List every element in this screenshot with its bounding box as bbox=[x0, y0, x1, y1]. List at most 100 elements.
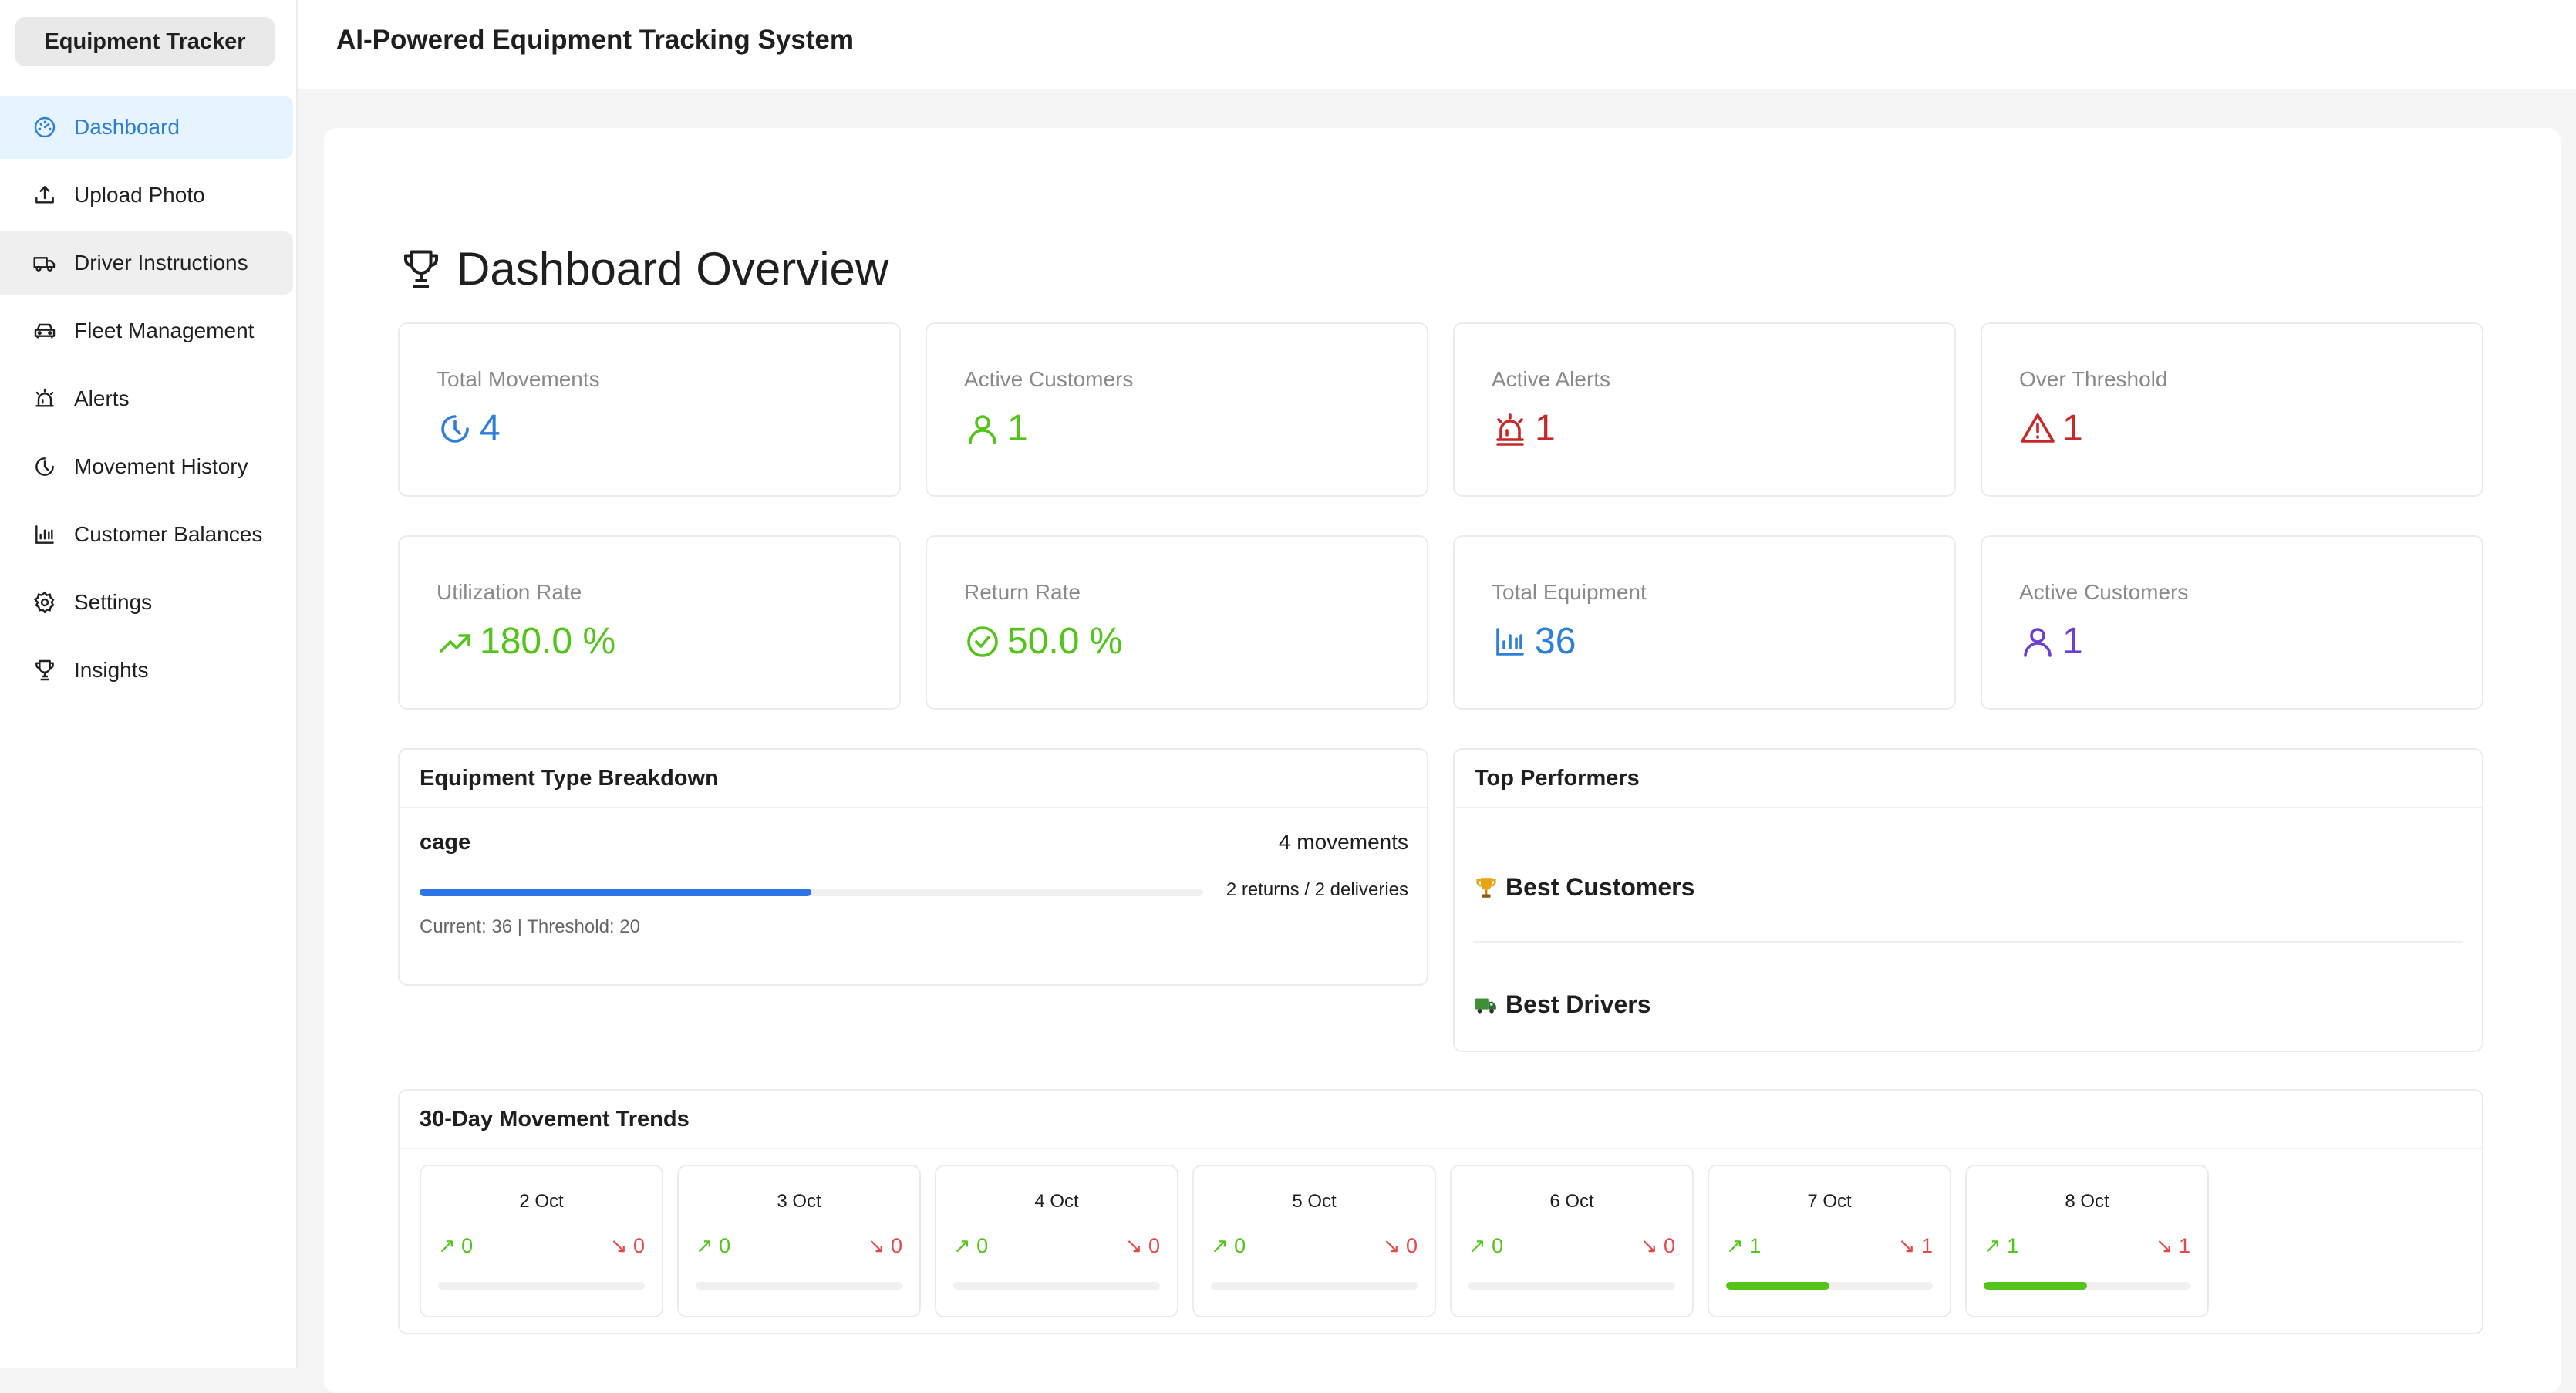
sidebar-item-alerts[interactable]: Alerts bbox=[0, 367, 293, 430]
trend-deliveries: ↗ 0 bbox=[953, 1234, 988, 1258]
divider bbox=[1473, 941, 2463, 943]
sidebar-item-driver-instructions[interactable]: Driver Instructions bbox=[0, 231, 293, 295]
sidebar-item-dashboard[interactable]: Dashboard bbox=[0, 96, 293, 159]
trend-returns: ↘ 1 bbox=[2156, 1234, 2190, 1258]
trend-up-count: 0 bbox=[461, 1234, 474, 1257]
stat-number: 1 bbox=[2062, 408, 2083, 449]
trend-returns: ↘ 0 bbox=[1383, 1234, 1418, 1258]
arrow-down-right-icon: ↘ bbox=[867, 1234, 885, 1257]
stat-card-total-equipment: Total Equipment 36 bbox=[1453, 535, 1956, 710]
stat-label: Active Customers bbox=[2019, 580, 2189, 604]
trend-returns: ↘ 0 bbox=[1640, 1234, 1675, 1258]
panel-title: Top Performers bbox=[1455, 750, 2482, 808]
stat-suffix: % bbox=[1079, 621, 1123, 662]
trend-deliveries: ↗ 0 bbox=[696, 1234, 730, 1258]
trend-progress-bar bbox=[1726, 1282, 1933, 1290]
trend-day-label: 7 Oct bbox=[1807, 1191, 1852, 1212]
trend-down-count: 0 bbox=[1405, 1234, 1418, 1257]
trend-deliveries: ↗ 0 bbox=[1211, 1234, 1246, 1258]
alarm-icon bbox=[35, 388, 54, 407]
stat-suffix: % bbox=[572, 621, 616, 662]
trend-down-count: 0 bbox=[1148, 1234, 1160, 1257]
sidebar-item-customer-balances[interactable]: Customer Balances bbox=[0, 503, 293, 566]
trend-day-label: 8 Oct bbox=[2065, 1191, 2109, 1212]
user-icon bbox=[2024, 627, 2052, 657]
arrow-up-right-icon: ↗ bbox=[438, 1234, 456, 1257]
trophy-icon bbox=[404, 250, 438, 288]
trend-progress-bar bbox=[1211, 1282, 1418, 1290]
stat-label: Active Alerts bbox=[1492, 367, 1611, 391]
trophy-icon bbox=[1476, 877, 1496, 898]
trend-up-count: 0 bbox=[1492, 1234, 1504, 1257]
arrow-down-right-icon: ↘ bbox=[1897, 1234, 1916, 1257]
equipment-breakdown-panel: Equipment Type Breakdown cage 4 movement… bbox=[398, 748, 1428, 986]
trend-up-count: 0 bbox=[719, 1234, 731, 1257]
stat-card-total-movements: Total Movements 4 bbox=[398, 322, 901, 497]
arrow-down-right-icon: ↘ bbox=[1124, 1234, 1143, 1257]
trend-progress-bar bbox=[1468, 1282, 1675, 1290]
sidebar-item-insights[interactable]: Insights bbox=[0, 639, 293, 702]
equipment-threshold: Current: 36 | Threshold: 20 bbox=[420, 916, 640, 937]
best-drivers-label: Best Drivers bbox=[1505, 990, 1651, 1018]
user-icon bbox=[969, 414, 996, 444]
arrow-up-right-icon: ↗ bbox=[1984, 1234, 2001, 1257]
bar-chart-icon bbox=[1496, 627, 1524, 656]
stat-number: 1 bbox=[1007, 408, 1028, 449]
car-icon bbox=[34, 323, 56, 339]
sidebar-item-movement-history[interactable]: Movement History bbox=[0, 435, 293, 498]
trend-up-count: 1 bbox=[1749, 1234, 1762, 1257]
dashboard-icon bbox=[34, 116, 56, 138]
trend-day-label: 3 Oct bbox=[777, 1191, 821, 1212]
gear-icon bbox=[33, 591, 55, 614]
stat-value: 50.0 % bbox=[964, 620, 1122, 663]
sidebar-item-label: Dashboard bbox=[74, 115, 180, 139]
stat-card-utilization-rate: Utilization Rate 180.0 % bbox=[398, 535, 901, 710]
trend-progress-fill bbox=[1726, 1282, 1829, 1290]
best-customers-label: Best Customers bbox=[1505, 873, 1695, 901]
trend-day-card: 6 Oct ↗ 0 ↘ 0 bbox=[1450, 1165, 1694, 1317]
stat-label: Over Threshold bbox=[2019, 367, 2168, 391]
panel-title: Equipment Type Breakdown bbox=[400, 750, 1427, 808]
sidebar-item-settings[interactable]: Settings bbox=[0, 571, 293, 634]
trend-day-card: 5 Oct ↗ 0 ↘ 0 bbox=[1192, 1165, 1436, 1317]
panel-title: 30-Day Movement Trends bbox=[400, 1091, 2482, 1149]
trend-day-card: 7 Oct ↗ 1 ↘ 1 bbox=[1708, 1165, 1951, 1317]
trend-down-count: 0 bbox=[632, 1234, 645, 1257]
arrow-up-right-icon: ↗ bbox=[696, 1234, 713, 1257]
trend-down-count: 0 bbox=[890, 1234, 902, 1257]
trend-day-label: 6 Oct bbox=[1549, 1191, 1594, 1212]
sidebar-item-label: Fleet Management bbox=[74, 319, 255, 342]
stat-value: 1 bbox=[2019, 620, 2083, 663]
page-title-text: Dashboard Overview bbox=[457, 243, 889, 295]
stat-value: 1 bbox=[964, 407, 1028, 450]
top-performers-panel: Top Performers Best Customers Best Drive… bbox=[1453, 748, 2483, 1052]
bar-chart-icon bbox=[35, 525, 54, 544]
stat-label: Utilization Rate bbox=[437, 580, 582, 604]
stat-label: Return Rate bbox=[964, 580, 1081, 604]
arrow-down-right-icon: ↘ bbox=[1382, 1234, 1401, 1257]
page-title: Dashboard Overview bbox=[398, 242, 888, 295]
stat-value: 180.0 % bbox=[437, 620, 615, 663]
stat-value: 36 bbox=[1492, 620, 1576, 663]
sidebar-item-fleet-management[interactable]: Fleet Management bbox=[0, 299, 293, 363]
sidebar-nav: Dashboard Upload Photo Driver Instructio… bbox=[0, 96, 293, 707]
trend-progress-bar bbox=[1984, 1282, 2190, 1290]
arrow-down-right-icon: ↘ bbox=[2155, 1234, 2173, 1257]
trend-returns: ↘ 1 bbox=[1898, 1234, 1933, 1258]
stat-number: 1 bbox=[2062, 621, 2083, 662]
trend-up-count: 0 bbox=[976, 1234, 989, 1257]
trend-returns: ↘ 0 bbox=[1125, 1234, 1160, 1258]
sidebar-item-upload-photo[interactable]: Upload Photo bbox=[0, 164, 293, 227]
stat-number: 180.0 bbox=[480, 621, 573, 662]
trend-day-card: 4 Oct ↗ 0 ↘ 0 bbox=[935, 1165, 1178, 1317]
sidebar-item-label: Customer Balances bbox=[74, 522, 263, 546]
arrow-up-right-icon: ↗ bbox=[953, 1234, 971, 1257]
equipment-name: cage bbox=[420, 830, 471, 855]
arrow-down-right-icon: ↘ bbox=[1640, 1234, 1658, 1257]
app-logo[interactable]: Equipment Tracker bbox=[15, 17, 275, 66]
trend-down-count: 1 bbox=[1920, 1234, 1933, 1257]
equipment-movements: 4 movements bbox=[1278, 830, 1408, 854]
trend-day-card: 8 Oct ↗ 1 ↘ 1 bbox=[1965, 1165, 2209, 1317]
stat-number: 36 bbox=[1535, 621, 1576, 662]
